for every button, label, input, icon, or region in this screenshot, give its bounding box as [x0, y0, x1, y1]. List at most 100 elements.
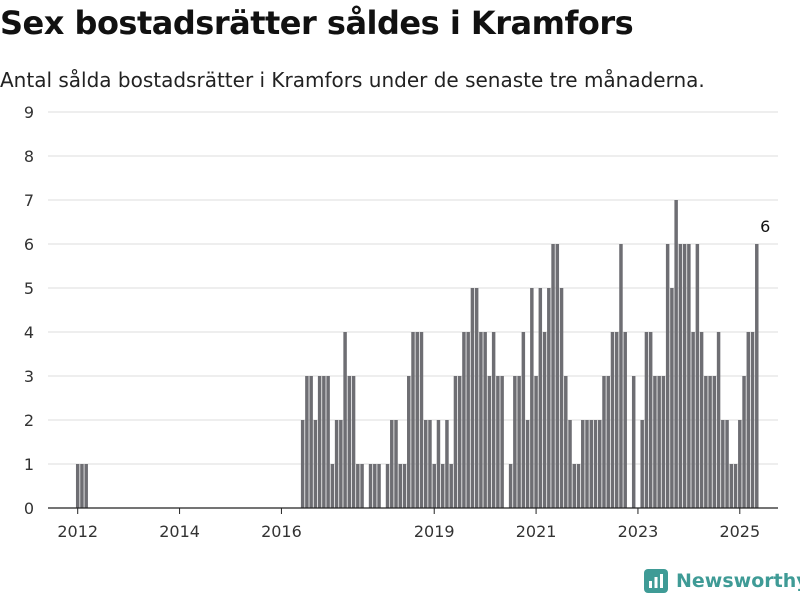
- bar: [491, 332, 496, 508]
- bar: [385, 464, 390, 508]
- bar: [682, 244, 687, 508]
- bar: [394, 420, 398, 508]
- bar: [521, 332, 526, 508]
- bar: [631, 376, 636, 508]
- bar: [610, 332, 615, 508]
- bar: [334, 420, 339, 508]
- bar: [661, 376, 666, 508]
- bar: [322, 376, 326, 508]
- y-tick-label: 2: [24, 411, 34, 430]
- chart-title: Sex bostadsrätter såldes i Kramfors: [0, 4, 634, 42]
- bar: [725, 420, 729, 508]
- bar: [665, 244, 670, 508]
- bar: [581, 420, 585, 508]
- bar: [653, 376, 657, 508]
- bar: [508, 464, 513, 508]
- bar: [755, 244, 759, 508]
- bar: [80, 464, 84, 508]
- bar: [75, 464, 80, 508]
- y-tick-label: 9: [24, 103, 34, 122]
- y-tick-label: 7: [24, 191, 34, 210]
- bar: [585, 420, 589, 508]
- bar: [487, 376, 492, 508]
- bar: [300, 420, 305, 508]
- bar: [559, 288, 564, 508]
- bar: [619, 244, 623, 508]
- bar: [305, 376, 309, 508]
- bar-chart: 0 1 2 3 4 5 6 7 8 9 6 2012 2014 2016 2019 2021 2023 2025: [24, 103, 778, 541]
- bar: [721, 420, 725, 508]
- bar: [517, 376, 521, 508]
- bar: [423, 420, 428, 508]
- bar: [496, 376, 500, 508]
- x-tick-label: 2012: [57, 522, 98, 541]
- x-tick-label: 2021: [516, 522, 557, 541]
- bar: [678, 244, 683, 508]
- y-tick-label: 3: [24, 367, 34, 386]
- bar: [347, 376, 352, 508]
- bar: [326, 376, 330, 508]
- bar: [356, 464, 360, 508]
- bar: [733, 464, 738, 508]
- bar: [547, 288, 551, 508]
- y-tick-label: 1: [24, 455, 34, 474]
- y-tick-label: 4: [24, 323, 34, 342]
- bar: [614, 332, 619, 508]
- x-tick-label: 2014: [159, 522, 200, 541]
- bar: [330, 464, 335, 508]
- bar: [687, 244, 691, 508]
- bar: [640, 420, 644, 508]
- bar: [419, 332, 424, 508]
- bar: [716, 332, 721, 508]
- bar: [738, 420, 742, 508]
- bar: [407, 376, 411, 508]
- bar: [691, 332, 695, 508]
- bar: [462, 332, 466, 508]
- bar: [657, 376, 661, 508]
- bar: [440, 464, 445, 508]
- bar: [572, 464, 577, 508]
- x-tick-label: 2023: [618, 522, 659, 541]
- y-tick-label: 8: [24, 147, 34, 166]
- bar: [593, 420, 598, 508]
- bar: [704, 376, 708, 508]
- bar: [648, 332, 653, 508]
- bar: [432, 464, 436, 508]
- bar: [538, 288, 543, 508]
- bar: [750, 332, 755, 508]
- brand-name: Newsworthy: [676, 570, 800, 592]
- bar: [360, 464, 364, 508]
- bar: [428, 420, 432, 508]
- bar: [368, 464, 373, 508]
- bar: [377, 464, 381, 508]
- bar: [309, 376, 313, 508]
- bar: [317, 376, 322, 508]
- bar: [674, 200, 678, 508]
- bar: [542, 332, 547, 508]
- bar: [513, 376, 517, 508]
- bar: [453, 376, 458, 508]
- bar: [525, 420, 530, 508]
- bar: [415, 332, 419, 508]
- y-tick-label: 5: [24, 279, 34, 298]
- bar: [606, 376, 610, 508]
- bar: [436, 420, 441, 508]
- y-tick-label: 0: [24, 499, 34, 518]
- bar: [343, 332, 347, 508]
- chart-subtitle: Antal sålda bostadsrätter i Kramfors und…: [0, 68, 705, 92]
- bar: [457, 376, 462, 508]
- bar: [483, 332, 487, 508]
- bar: [555, 244, 560, 508]
- bar: [708, 376, 712, 508]
- bar: [373, 464, 377, 508]
- x-tick-label: 2019: [414, 522, 455, 541]
- bar: [474, 288, 479, 508]
- bar: [398, 464, 403, 508]
- bar: [712, 376, 717, 508]
- bar: [479, 332, 483, 508]
- brand-logo: Newsworthy: [644, 569, 800, 593]
- bar: [623, 332, 627, 508]
- bar: [576, 464, 581, 508]
- highlight-data-label: 6: [760, 217, 770, 236]
- newsworthy-logo-icon: [644, 569, 668, 593]
